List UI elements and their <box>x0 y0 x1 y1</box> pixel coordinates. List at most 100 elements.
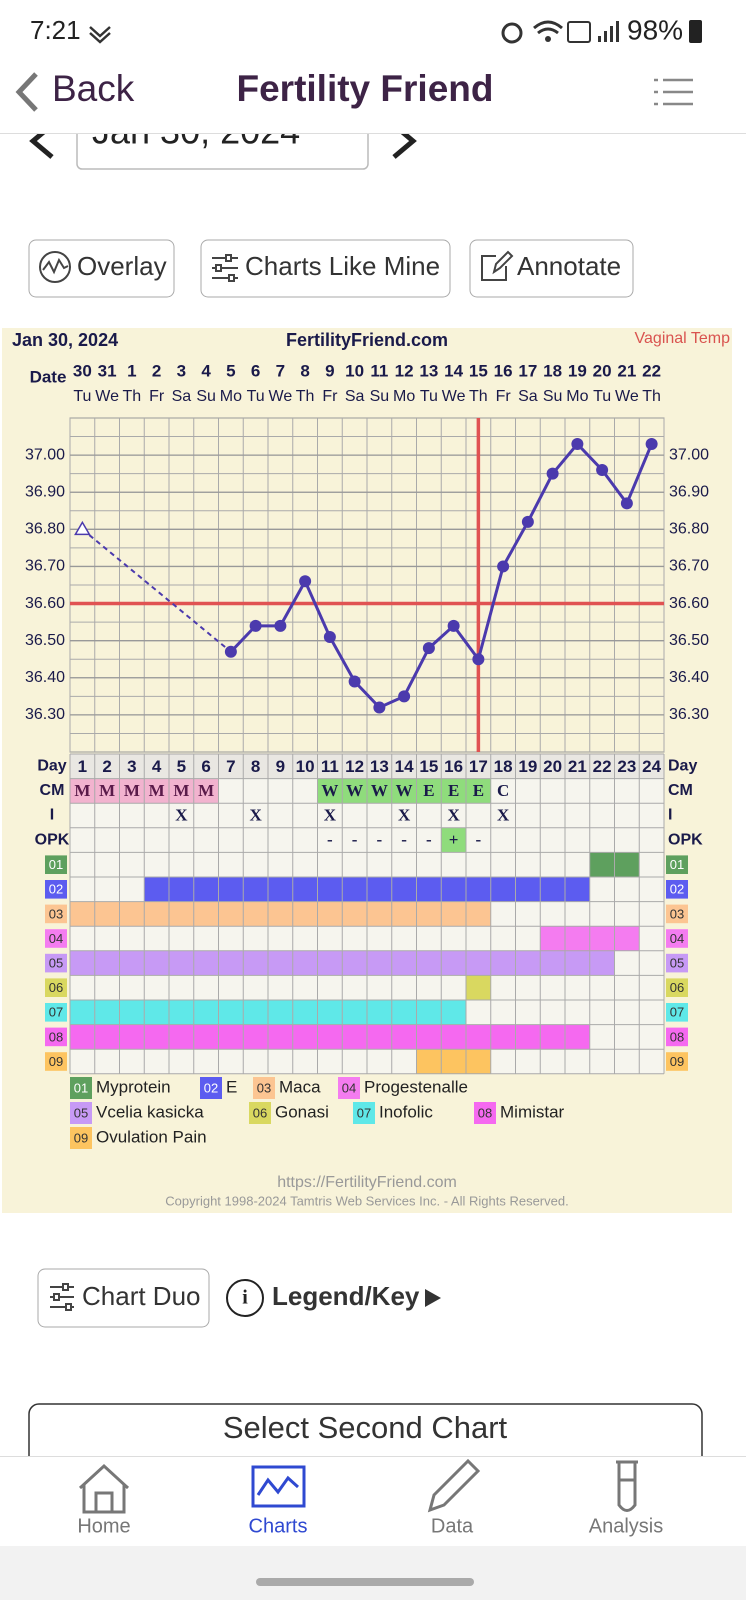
day-cell: 4 <box>152 757 162 776</box>
intercourse-cell: X <box>324 805 337 824</box>
cm-cell: E <box>473 781 484 800</box>
nav-icon[interactable] <box>251 1465 306 1508</box>
weekday-label: Mo <box>393 388 415 405</box>
weekday-label: We <box>269 388 293 405</box>
medication-code: 04 <box>49 931 63 946</box>
intercourse-cell: X <box>447 805 460 824</box>
nav-label[interactable]: Home <box>77 1515 130 1537</box>
status-icon <box>89 26 111 44</box>
date-label: 6 <box>251 361 260 380</box>
opk-cell: - <box>426 830 432 849</box>
day-cell: 14 <box>395 757 414 776</box>
legend-key-link[interactable]: Legend/Key <box>272 1281 420 1311</box>
back-button[interactable]: Back <box>52 68 135 109</box>
medication-code: 01 <box>49 857 63 872</box>
row-label-right: I <box>668 807 672 824</box>
day-cell: 17 <box>469 757 488 776</box>
cell-bg <box>441 827 466 853</box>
date-label: 2 <box>152 361 161 380</box>
legend-name: Maca <box>279 1077 321 1096</box>
medication-bar <box>70 1024 590 1050</box>
footer-copyright: Copyright 1998-2024 Tamtris Web Services… <box>165 1193 568 1208</box>
temp-point <box>348 675 361 688</box>
series-name: Vaginal Temp <box>635 330 731 347</box>
weekday-label: Th <box>296 388 315 405</box>
charts-like-mine-button[interactable] <box>200 239 451 298</box>
nav-icon[interactable] <box>616 1460 638 1512</box>
date-label: 22 <box>642 361 661 380</box>
overlay-button[interactable] <box>28 239 175 298</box>
date-label: 12 <box>395 361 414 380</box>
info-icon[interactable] <box>226 1279 264 1317</box>
opk-cell: - <box>327 830 333 849</box>
code-box <box>666 904 688 924</box>
weekday-label: We <box>442 388 466 405</box>
day-cell: 2 <box>102 757 111 776</box>
menu-icon[interactable] <box>654 78 693 106</box>
nav-label[interactable]: Data <box>431 1515 474 1537</box>
row-label-right: Day <box>668 758 697 775</box>
row-label: CM <box>40 782 65 799</box>
weekday-label: Fr <box>496 388 512 405</box>
nav-label[interactable]: Analysis <box>589 1515 663 1537</box>
day-cell: 5 <box>177 757 186 776</box>
temp-point <box>521 515 534 528</box>
medication-bar <box>416 1049 491 1074</box>
day-cell: 12 <box>345 757 364 776</box>
day-cell: 7 <box>226 757 235 776</box>
nav-icon[interactable] <box>78 1463 130 1514</box>
icon <box>50 1283 74 1311</box>
legend-swatch <box>474 1102 496 1124</box>
weekday-label: Th <box>642 388 661 405</box>
medication-code: 06 <box>49 980 63 995</box>
nav-label[interactable]: Charts <box>249 1515 308 1537</box>
y-tick-label-right: 36.30 <box>669 706 709 723</box>
temp-point <box>497 560 510 573</box>
legend-swatch <box>200 1077 222 1099</box>
temp-point-open <box>74 520 91 536</box>
medication-code: 07 <box>49 1005 63 1020</box>
status-time: 7:21 <box>30 15 81 45</box>
cell-bg <box>70 778 95 804</box>
weekday-label: Sa <box>172 388 192 405</box>
cell-bg <box>169 778 194 804</box>
row-label: I <box>50 807 54 824</box>
cm-cell: W <box>346 781 363 800</box>
date-label: 3 <box>177 361 186 380</box>
temp-point <box>398 690 411 703</box>
chart-date: Jan 30, 2024 <box>12 330 118 350</box>
weekday-label: Th <box>123 388 142 405</box>
y-tick-label: 36.70 <box>25 558 65 575</box>
temp-point <box>447 619 460 632</box>
cell-bg <box>94 778 120 804</box>
weekday-label: Fr <box>322 388 338 405</box>
chart-duo-button[interactable] <box>37 1268 210 1328</box>
cm-cell: E <box>448 781 459 800</box>
opk-cell: - <box>476 830 482 849</box>
nav-icon[interactable] <box>427 1458 481 1513</box>
cell-bg <box>119 778 145 804</box>
medication-code-right: 01 <box>670 857 684 872</box>
day-cell: 20 <box>543 757 562 776</box>
page-title: Fertility Friend <box>237 68 494 109</box>
legend-code: 08 <box>478 1105 492 1120</box>
status-icons <box>501 20 619 44</box>
cm-cell: W <box>396 781 413 800</box>
day-cell: 18 <box>494 757 513 776</box>
medication-code: 02 <box>49 882 63 897</box>
back-chevron[interactable] <box>15 72 38 112</box>
intercourse-cell: X <box>398 805 411 824</box>
button-label: Select Second Chart <box>223 1410 508 1445</box>
y-tick-label: 36.50 <box>25 632 65 649</box>
weekday-label: Su <box>370 388 390 405</box>
date-label: 11 <box>370 361 388 380</box>
legend-name: Myprotein <box>96 1077 171 1096</box>
icon <box>39 251 71 283</box>
legend-code: 05 <box>74 1105 88 1120</box>
medication-code: 09 <box>49 1054 63 1069</box>
medication-code-right: 06 <box>670 980 684 995</box>
date-label: 14 <box>444 361 463 380</box>
legend-name: E <box>226 1077 237 1096</box>
cm-cell: E <box>423 781 434 800</box>
cell-bg <box>342 778 367 804</box>
